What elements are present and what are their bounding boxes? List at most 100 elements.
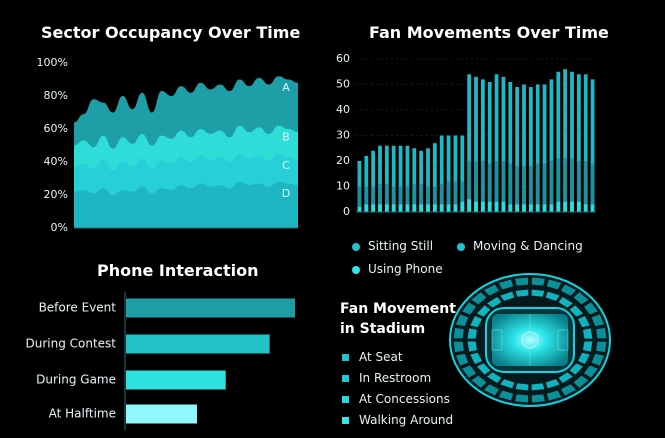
stadium-seat-block [452, 340, 465, 354]
phone-bar [126, 298, 295, 318]
fan-bar-using-phone [439, 204, 444, 212]
stadium-seat-block [545, 278, 563, 291]
fan-legend-sitting: Sitting Still [352, 239, 433, 253]
stadium-legend-restroom-label: In Restroom [359, 371, 432, 385]
fan-bar-sitting-still [542, 84, 547, 212]
fan-bar-moving-dancing [453, 181, 458, 212]
fan-bar-using-phone [419, 204, 424, 212]
fan-bar-moving-dancing [474, 161, 478, 212]
stadium-seat-block [460, 301, 478, 316]
fan-legend-sitting-label: Sitting Still [368, 239, 434, 253]
fan-y-tick: 40 [336, 103, 350, 116]
fan-bar-sitting-still [549, 79, 554, 213]
stadium-seat-block [595, 340, 608, 354]
fan-bar-sitting-still [439, 135, 444, 212]
fan-bar-sitting-still [453, 135, 458, 212]
fan-bar-moving-dancing [432, 186, 437, 212]
occupancy-y-tick: 0% [51, 221, 68, 234]
fan-bar-sitting-still [419, 150, 424, 212]
stadium-title-line-1: Fan Movement [340, 301, 456, 317]
stadium-seat-block [545, 389, 563, 402]
stadium-seat-block [581, 340, 594, 353]
stadium-seat-block [514, 382, 530, 392]
fan-bar-sitting-still [405, 145, 410, 212]
stadium-legend-concessions-label: At Concessions [359, 392, 450, 406]
fan-bar-sitting-still [576, 74, 581, 212]
fan-bar-using-phone [501, 201, 506, 212]
stadium-seat-block [582, 301, 600, 316]
stadium-legend-concessions: At Concessions [342, 392, 450, 406]
fan-bar-using-phone [432, 204, 437, 212]
fan-bar-moving-dancing [419, 183, 424, 212]
fan-y-tick: 60 [336, 52, 350, 65]
fan-bar-using-phone [480, 201, 485, 212]
stadium-seat-block [590, 352, 606, 367]
stadium-seat-block [454, 352, 470, 367]
phone-bar [126, 404, 197, 424]
fan-bar-using-phone [446, 204, 451, 212]
fan-y-tick: 30 [336, 129, 350, 142]
stadium-seat-block [576, 314, 592, 329]
fan-bar-moving-dancing [570, 158, 574, 212]
stadium-seat-block [460, 364, 478, 379]
fan-bar-sitting-still [563, 69, 568, 212]
stadium-seat-block [485, 371, 503, 385]
stadium-seat-block [466, 340, 479, 353]
stadium-seat-block [576, 351, 592, 366]
fan-y-tick: 50 [336, 78, 350, 91]
fan-bar-moving-dancing [405, 186, 410, 212]
stadium-seat-block [497, 389, 515, 402]
fan-bar-using-phone [378, 204, 382, 212]
fan-bar-sitting-still [432, 143, 437, 212]
concessions-swatch [342, 396, 349, 403]
occupancy-y-tick: 60% [44, 122, 68, 135]
fan-bar-moving-dancing [522, 166, 526, 212]
stadium-seat-block [513, 276, 530, 287]
stadium-seat-block [482, 383, 501, 397]
phone-swatch [352, 265, 360, 274]
fan-bar-using-phone [576, 201, 581, 212]
fan-bar-using-phone [474, 201, 478, 212]
fan-bar-moving-dancing [371, 186, 376, 212]
phone-category-label: Before Event [39, 301, 117, 315]
stadium-seat-block [498, 377, 516, 390]
fan-bar-moving-dancing [357, 186, 362, 212]
fan-bar-using-phone [453, 204, 458, 212]
field-center-circle [521, 331, 539, 349]
fan-legend-phone-label: Using Phone [368, 262, 443, 276]
field-right-box [557, 329, 569, 351]
fan-bar-using-phone [549, 204, 554, 212]
phone-bar [126, 334, 270, 354]
fan-bar-sitting-still [508, 81, 513, 212]
stadium-seat-block [497, 278, 515, 291]
fan-bar-moving-dancing [412, 183, 417, 212]
fan-bar-sitting-still [583, 74, 588, 212]
stadium-legend-walking-label: Walking Around [359, 413, 454, 427]
fan-bar-sitting-still [474, 76, 478, 212]
fan-bar-using-phone [398, 204, 403, 212]
stadium-seat-block [513, 393, 530, 404]
fan-bar-moving-dancing [576, 161, 581, 212]
phone-interaction-title: Phone Interaction [97, 261, 259, 280]
occupancy-y-tick: 100% [37, 56, 68, 69]
fan-bar-using-phone [384, 204, 389, 212]
fan-bar-sitting-still [501, 76, 506, 212]
stadium-seat-block [557, 371, 575, 385]
fan-bar-using-phone [583, 204, 588, 212]
fan-bar-using-phone [412, 204, 417, 212]
fan-bar-using-phone [357, 206, 362, 212]
fan-bar-sitting-still [487, 81, 492, 212]
fan-bar-sitting-still [378, 145, 382, 212]
fan-bar-moving-dancing [480, 161, 485, 212]
occupancy-series-label: B [282, 131, 290, 144]
fan-bar-sitting-still [528, 87, 533, 212]
fan-movements-chart-title: Fan Movements Over Time [369, 23, 609, 42]
fan-bar-moving-dancing [378, 183, 382, 212]
stadium-seat-block [544, 377, 562, 390]
fan-legend-phone: Using Phone [352, 262, 443, 276]
stadium-seat-block [581, 327, 594, 340]
stadium-seat-block [469, 374, 488, 390]
fan-bar-moving-dancing [439, 183, 444, 212]
fan-bar-sitting-still [535, 84, 540, 212]
